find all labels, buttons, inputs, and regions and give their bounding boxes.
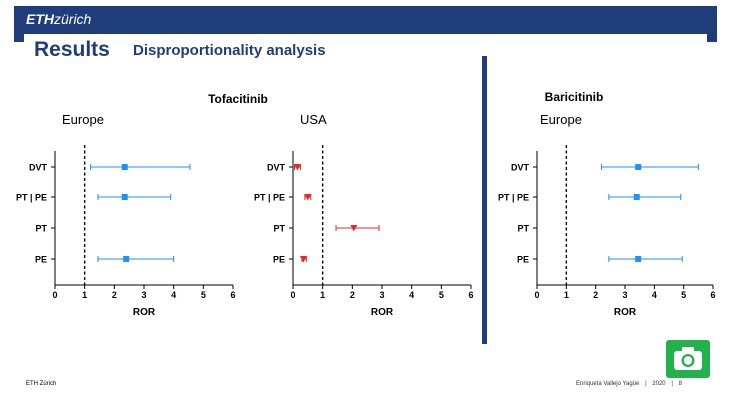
- x-tick-label: 5: [681, 290, 686, 300]
- category-label: DVT: [29, 163, 48, 173]
- x-axis-label: ROR: [133, 307, 156, 318]
- header-bar-left-tab: [14, 34, 24, 42]
- forest-plot-tofacitinib-europe: Europe 0 1 2 3 4 5 6 ROR DVT PT | PE PT PE: [16, 112, 236, 318]
- point-estimate: [299, 256, 307, 263]
- forest-plot-baricitinib-europe: Europe 0 1 2 3 4 5 6 ROR DVT PT | PE PT PE: [498, 112, 716, 318]
- point-estimate: [635, 256, 642, 262]
- x-tick-label: 1: [82, 290, 87, 300]
- footer-author: Enriqueta Vallejo Yagüe: [576, 381, 640, 387]
- point-estimate: [350, 225, 358, 232]
- logo-light: zürich: [54, 11, 92, 27]
- panel-title: Europe: [62, 112, 104, 127]
- point-estimate: [293, 164, 301, 171]
- x-tick-label: 5: [201, 290, 206, 300]
- header-bar-right-tab: [707, 34, 717, 42]
- page-title: Results: [34, 38, 110, 61]
- point-estimate: [304, 194, 312, 201]
- header-bar: [14, 6, 717, 34]
- x-tick-label: 1: [320, 290, 325, 300]
- logo-bold: ETH: [26, 11, 54, 27]
- x-tick-label: 3: [141, 290, 146, 300]
- panel-title: USA: [300, 112, 327, 127]
- footer-separator: |: [645, 381, 647, 387]
- category-label: DVT: [511, 163, 530, 173]
- x-tick-label: 5: [439, 290, 444, 300]
- point-estimate: [123, 256, 130, 262]
- forest-plot-tofacitinib-usa: USA 0 1 2 3 4 5 6 ROR DVT PT | PE PT PE: [254, 112, 474, 318]
- category-label: PE: [273, 255, 285, 265]
- x-tick-label: 6: [710, 290, 715, 300]
- x-axis-label: ROR: [614, 307, 637, 318]
- x-tick-label: 6: [468, 290, 473, 300]
- category-label: PT: [273, 224, 285, 234]
- point-estimate: [633, 194, 640, 200]
- category-label: DVT: [267, 163, 286, 173]
- x-tick-label: 3: [622, 290, 627, 300]
- camera-icon-glyph: [674, 347, 702, 370]
- category-label: PT: [517, 224, 529, 234]
- eth-logo: ETHzürich: [26, 11, 91, 27]
- camera-icon[interactable]: [666, 340, 710, 378]
- category-label: PT | PE: [16, 193, 47, 203]
- category-label: PE: [35, 255, 47, 265]
- category-label: PE: [517, 255, 529, 265]
- x-tick-label: 3: [379, 290, 384, 300]
- section-divider: [482, 56, 487, 344]
- point-estimate: [121, 164, 128, 170]
- footer-year: 2020: [652, 381, 666, 387]
- x-tick-label: 0: [290, 290, 295, 300]
- x-axis-label: ROR: [371, 307, 394, 318]
- page-subtitle: Disproportionality analysis: [133, 42, 326, 59]
- point-estimate: [635, 164, 642, 170]
- x-tick-label: 2: [350, 290, 355, 300]
- x-tick-label: 4: [171, 290, 176, 300]
- drug-title-tofacitinib: Tofacitinib: [208, 92, 268, 106]
- footer-separator: |: [671, 381, 673, 387]
- x-tick-label: 4: [409, 290, 414, 300]
- footer-institution: ETH Zürich: [26, 381, 57, 387]
- x-tick-label: 6: [230, 290, 235, 300]
- category-label: PT | PE: [254, 193, 285, 203]
- drug-title-baricitinib: Baricitinib: [545, 90, 604, 104]
- x-tick-label: 1: [564, 290, 569, 300]
- category-label: PT: [35, 224, 47, 234]
- category-label: PT | PE: [498, 193, 529, 203]
- x-tick-label: 0: [52, 290, 57, 300]
- x-tick-label: 2: [112, 290, 117, 300]
- panel-title: Europe: [540, 112, 582, 127]
- x-tick-label: 0: [534, 290, 539, 300]
- x-tick-label: 2: [593, 290, 598, 300]
- point-estimate: [121, 194, 128, 200]
- x-tick-label: 4: [652, 290, 657, 300]
- footer-page-number: 8: [678, 381, 682, 387]
- footer-meta: Enriqueta Vallejo Yagüe | 2020 | 8: [576, 381, 686, 387]
